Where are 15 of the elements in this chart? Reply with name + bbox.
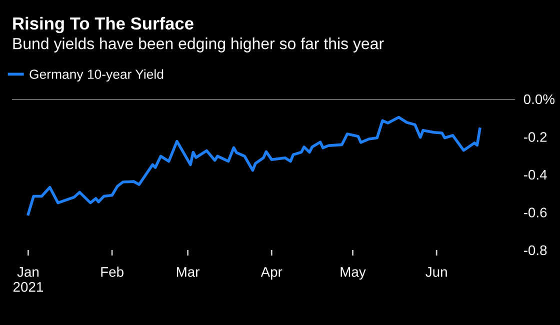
x-tick-label: Jun (426, 267, 447, 277)
chart-subtitle: Bund yields have been edging higher so far this year (13, 38, 384, 52)
x-tick-label: Feb (101, 266, 124, 277)
y-tick-label: -0.2 (524, 132, 547, 142)
chart-title: Rising To The Surface (13, 16, 194, 34)
y-tick-label: -0.4 (524, 170, 547, 180)
y-tick-label: -0.8 (524, 245, 547, 256)
x-tick-label: Apr (260, 267, 282, 280)
x-tick-label: Mar (176, 267, 200, 277)
y-tick-label: 0.0% (524, 94, 554, 104)
line-series (26, 116, 482, 216)
x-tick-label: May (340, 267, 366, 280)
legend-label: Germany 10-year Yield (30, 69, 164, 82)
x-tick-label: Jan 2021 (13, 267, 43, 292)
y-tick-label: -0.6 (524, 208, 547, 218)
